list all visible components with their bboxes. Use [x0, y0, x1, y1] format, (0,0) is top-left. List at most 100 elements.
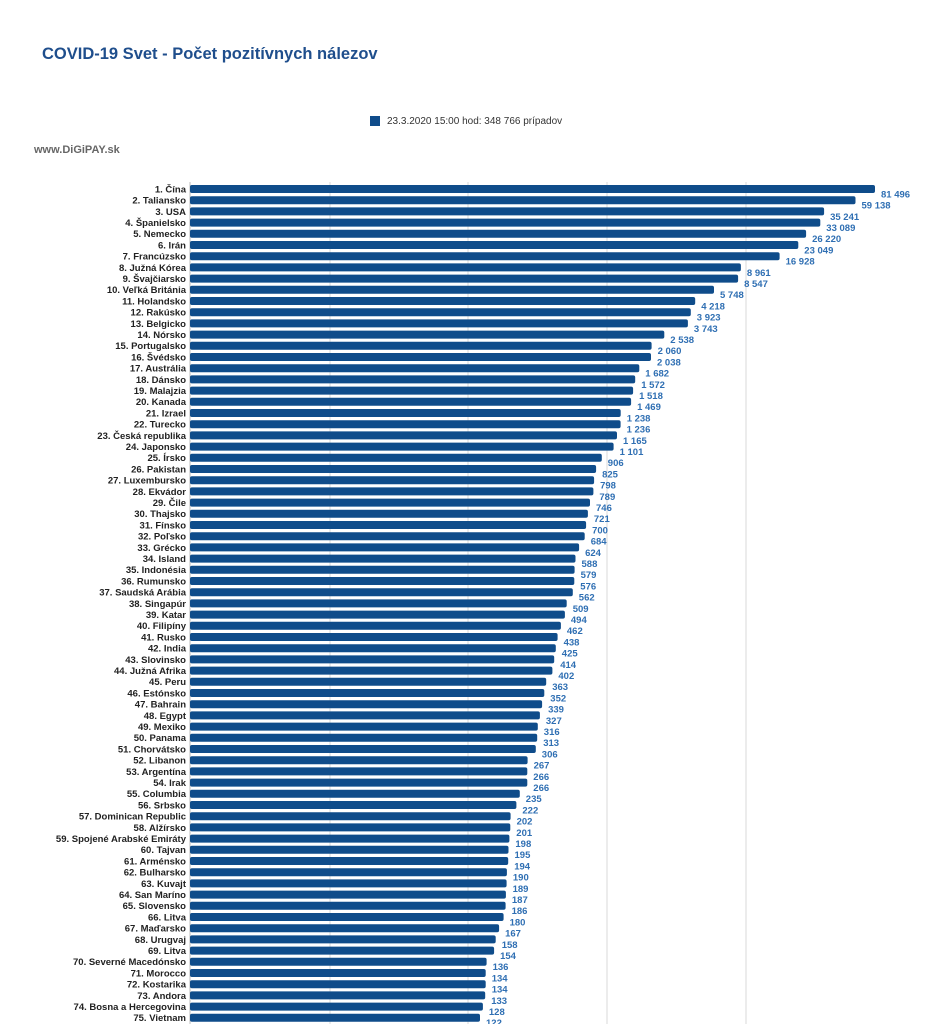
value-label: 1 469	[637, 402, 661, 413]
category-label: 26. Pakistan	[131, 464, 186, 475]
bar[interactable]	[190, 610, 565, 619]
bar[interactable]	[190, 229, 807, 238]
bar[interactable]	[190, 565, 575, 574]
bar[interactable]	[190, 353, 651, 361]
bar[interactable]	[190, 677, 547, 686]
value-label: 684	[591, 537, 608, 548]
bar[interactable]	[190, 498, 590, 507]
category-label: 29. Čile	[153, 497, 186, 509]
bar[interactable]	[190, 364, 640, 373]
category-label: 19. Malajzia	[134, 386, 187, 397]
bar[interactable]	[190, 521, 587, 529]
bar[interactable]	[190, 308, 691, 317]
bar[interactable]	[190, 957, 487, 966]
bar[interactable]	[190, 487, 594, 496]
bar[interactable]	[190, 733, 538, 742]
bar[interactable]	[190, 263, 741, 272]
bar[interactable]	[190, 823, 511, 832]
bar[interactable]	[190, 812, 511, 821]
bar[interactable]	[190, 756, 528, 765]
bar[interactable]	[190, 980, 486, 989]
value-label: 134	[492, 973, 509, 984]
category-label: 63. Kuvajt	[141, 879, 187, 890]
bar[interactable]	[190, 789, 520, 798]
bar[interactable]	[190, 476, 595, 485]
bar[interactable]	[190, 241, 799, 249]
value-label: 180	[510, 917, 526, 928]
bar[interactable]	[190, 890, 506, 899]
bar[interactable]	[190, 341, 652, 350]
bar[interactable]	[190, 1002, 483, 1011]
bar[interactable]	[190, 767, 528, 776]
legend[interactable]: 23.3.2020 15:00 hod: 348 766 prípadov	[370, 114, 562, 128]
category-label: 5. Nemecko	[133, 229, 186, 240]
bar[interactable]	[190, 689, 545, 697]
bar[interactable]	[190, 722, 538, 731]
bar[interactable]	[190, 196, 856, 205]
bar[interactable]	[190, 330, 665, 339]
category-label: 47. Bahrain	[135, 700, 186, 711]
bar[interactable]	[190, 969, 486, 977]
bar[interactable]	[190, 924, 500, 933]
bar[interactable]	[190, 946, 495, 955]
bar[interactable]	[190, 397, 632, 406]
bar[interactable]	[190, 442, 614, 451]
bar[interactable]	[190, 543, 580, 552]
value-label: 235	[526, 794, 543, 805]
bar[interactable]	[190, 901, 506, 910]
bar[interactable]	[190, 420, 621, 429]
bar[interactable]	[190, 879, 507, 888]
bar[interactable]	[190, 599, 567, 608]
bar[interactable]	[190, 745, 536, 753]
bar[interactable]	[190, 409, 621, 417]
bar[interactable]	[190, 857, 509, 865]
bar[interactable]	[190, 644, 556, 653]
bar[interactable]	[190, 700, 543, 709]
value-label: 494	[571, 615, 588, 626]
bar[interactable]	[190, 621, 561, 630]
bar[interactable]	[190, 453, 602, 462]
bar[interactable]	[190, 991, 486, 1000]
bar[interactable]	[190, 218, 821, 227]
bar[interactable]	[190, 431, 617, 440]
value-label: 798	[600, 481, 616, 492]
value-label: 3 743	[694, 324, 718, 335]
bar[interactable]	[190, 588, 573, 597]
bar[interactable]	[190, 285, 714, 294]
bar[interactable]	[190, 532, 585, 541]
bar[interactable]	[190, 375, 636, 384]
bar[interactable]	[190, 913, 504, 921]
bar[interactable]	[190, 509, 588, 518]
bar[interactable]	[190, 633, 558, 641]
bar[interactable]	[190, 577, 575, 585]
bar[interactable]	[190, 801, 517, 809]
bar[interactable]	[190, 297, 696, 305]
bar[interactable]	[190, 778, 528, 787]
bar[interactable]	[190, 1013, 480, 1022]
bar[interactable]	[190, 386, 634, 395]
value-label: 59 138	[862, 201, 891, 212]
bar[interactable]	[190, 935, 496, 944]
value-label: 128	[489, 1007, 505, 1018]
value-label: 133	[491, 996, 507, 1007]
category-label: 43. Slovinsko	[125, 655, 186, 666]
bar[interactable]	[190, 834, 510, 843]
bar[interactable]	[190, 274, 739, 283]
bar[interactable]	[190, 319, 688, 328]
category-label: 20. Kanada	[136, 397, 187, 408]
bar[interactable]	[190, 711, 540, 720]
bar[interactable]	[190, 252, 780, 261]
value-label: 266	[533, 783, 549, 794]
bar[interactable]	[190, 655, 555, 664]
bar[interactable]	[190, 554, 576, 563]
value-label: 2 538	[670, 335, 694, 346]
bar[interactable]	[190, 868, 507, 877]
bar[interactable]	[190, 207, 825, 216]
bar[interactable]	[190, 845, 509, 854]
bar[interactable]	[190, 465, 597, 473]
bar[interactable]	[190, 666, 553, 675]
bar[interactable]	[190, 185, 875, 193]
value-label: 26 220	[812, 234, 841, 245]
value-label: 154	[500, 951, 517, 962]
